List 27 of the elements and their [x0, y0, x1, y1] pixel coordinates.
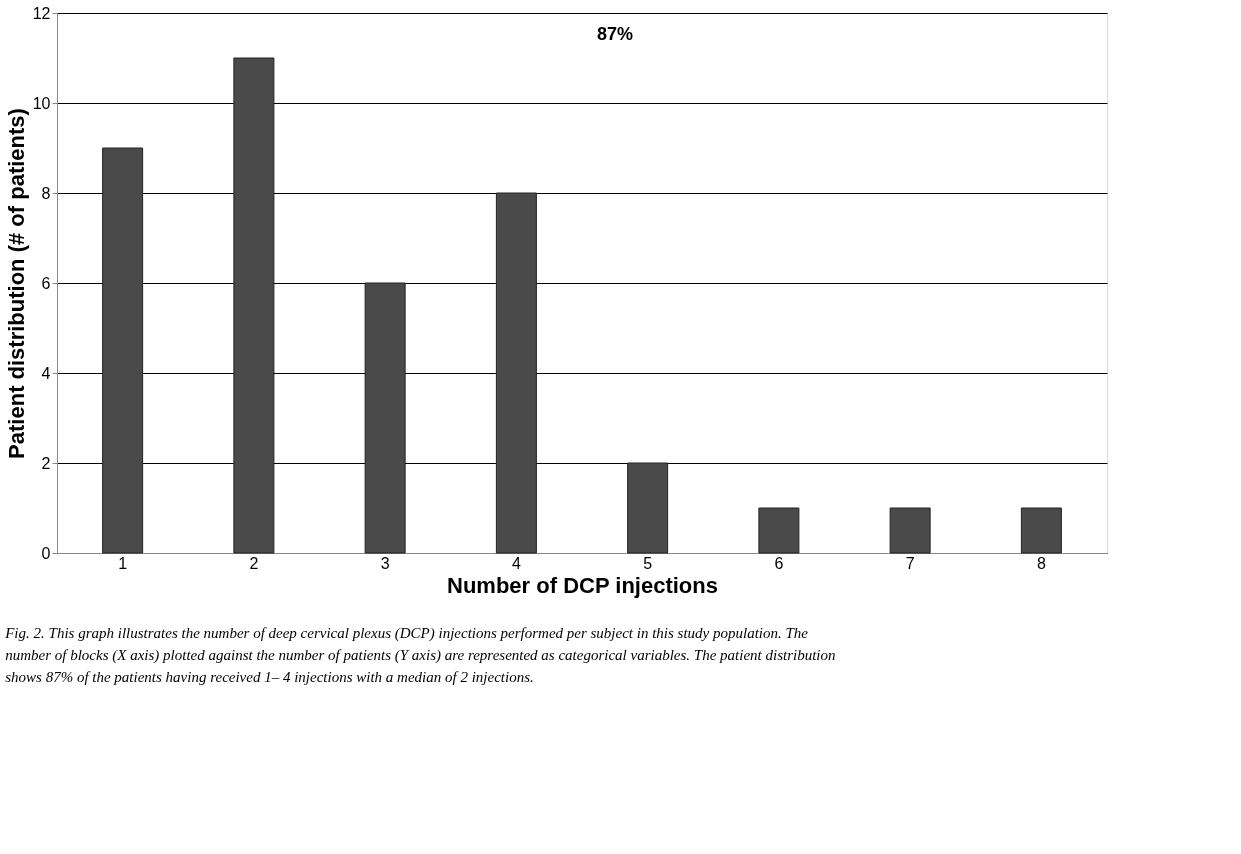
- annotation: 87%: [597, 24, 634, 44]
- x-tick-label: 2: [249, 554, 259, 572]
- y-tick-label: 6: [41, 274, 51, 292]
- bar: [758, 507, 800, 554]
- x-tick-label: 3: [380, 554, 390, 572]
- x-tick-label: 7: [905, 554, 915, 572]
- x-tick-label: 6: [774, 554, 784, 572]
- caption: Fig. 2. This graph illustrates the number of deep cervical plexus (DCP) injections performed per subject in this study population. The number of blocks (X axis) plotted against the number of patients (Y axis) are represented as categorical variables. The patient distribution shows 87% of the patients having received 1– 4 injections with a median of 2 injections.: [4, 625, 836, 685]
- bar: [364, 282, 406, 554]
- y-axis-title: Patient distribution (# of patients): [3, 108, 29, 459]
- x-tick-label: 8: [1036, 554, 1046, 572]
- y-tick-label: 0: [41, 544, 51, 562]
- bar: [1020, 507, 1062, 554]
- x-axis-title: Number of DCP injections: [447, 572, 718, 598]
- y-tick-label: 10: [32, 94, 51, 112]
- y-tick-label: 12: [32, 4, 51, 22]
- y-tick-label: 2: [41, 454, 51, 472]
- bar: [495, 192, 537, 554]
- y-tick-label: 4: [41, 364, 51, 382]
- bar: [627, 462, 669, 554]
- bar: [233, 57, 275, 554]
- y-tick-label: 8: [41, 184, 51, 202]
- x-tick-label: 1: [118, 554, 128, 572]
- bar: [889, 507, 931, 554]
- x-tick-label: 5: [643, 554, 653, 572]
- bar: [102, 147, 144, 554]
- x-tick-label: 4: [511, 554, 521, 572]
